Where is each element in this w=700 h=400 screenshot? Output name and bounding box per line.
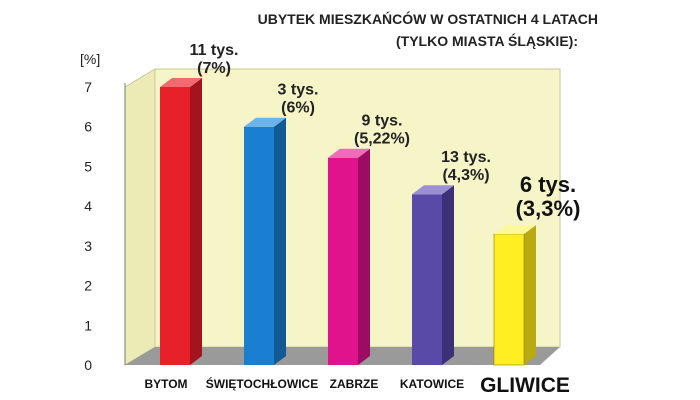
y-tick-label: 1	[84, 317, 92, 333]
x-category-label: BYTOM	[144, 377, 187, 391]
y-axis-unit-label: [%]	[80, 51, 100, 67]
x-category-label: GLIWICE	[480, 374, 570, 397]
x-category-label: KATOWICE	[400, 377, 464, 391]
data-label-percent: (3,3%)	[516, 196, 581, 221]
bar-top	[494, 224, 536, 234]
bar-zabrze	[328, 148, 370, 365]
bar-front	[412, 194, 442, 365]
bar-top	[244, 117, 286, 127]
bar-katowice	[412, 185, 454, 365]
data-label-percent: (7%)	[197, 60, 231, 77]
bar-front	[328, 157, 358, 365]
data-label-percent: (5,22%)	[354, 131, 410, 148]
bar-bytom	[160, 78, 202, 365]
data-label-percent: (4,3%)	[442, 167, 489, 184]
bar-top	[412, 185, 454, 195]
bar-top	[328, 148, 370, 158]
x-category-label: ZABRZE	[330, 377, 379, 391]
bar-side	[442, 185, 454, 365]
bar-side	[358, 148, 370, 365]
bar-swietochlowice	[244, 117, 286, 365]
data-label-percent: (6%)	[281, 100, 315, 117]
y-tick-label: 5	[84, 158, 92, 174]
data-label-count: 13 tys.	[441, 149, 491, 166]
bar-top	[160, 78, 202, 87]
chart-title-line-2: (TYLKO MIASTA ŚLĄSKIE):	[396, 32, 578, 49]
data-label-count: 6 tys.	[520, 172, 576, 197]
chart-title-line-1: UBYTEK MIESZKAŃCÓW W OSTATNICH 4 LATACH	[258, 10, 598, 27]
y-tick-label: 4	[84, 198, 92, 214]
bar-front	[244, 126, 274, 365]
bar-side	[190, 78, 202, 365]
bars-group	[160, 78, 536, 366]
data-label-count: 11 tys.	[190, 42, 239, 59]
y-tick-label: 2	[84, 278, 92, 294]
y-ticks-group: 0 1 2 3 4 5 6 7	[84, 79, 92, 373]
y-tick-label: 6	[84, 119, 92, 135]
y-tick-label: 0	[84, 357, 92, 373]
bar-gliwice	[493, 224, 536, 366]
chart-left-wall	[124, 68, 156, 366]
y-tick-label: 7	[84, 79, 92, 95]
annotations-group: 11 tys.(7%) 3 tys.(6%) 9 tys.(5,22%) 13 tys…	[190, 42, 581, 221]
x-category-label: ŚWIĘTOCHŁOWICE	[206, 376, 318, 391]
bar-side	[524, 224, 536, 365]
bar-side	[274, 117, 286, 365]
data-label-count: 3 tys.	[278, 82, 319, 99]
bar-front	[493, 233, 525, 366]
y-tick-label: 3	[84, 238, 92, 254]
data-label-count: 9 tys.	[362, 113, 403, 130]
bar-front	[160, 87, 190, 365]
x-categories-group: BYTOM ŚWIĘTOCHŁOWICE ZABRZE KATOWICE GLIWICE	[144, 374, 569, 397]
